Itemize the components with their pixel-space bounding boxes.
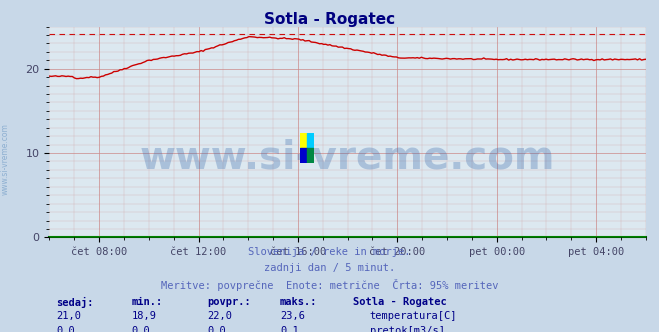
Text: 0,1: 0,1: [280, 326, 299, 332]
Text: 22,0: 22,0: [208, 311, 233, 321]
Text: www.si-vreme.com: www.si-vreme.com: [1, 124, 10, 195]
Text: 0,0: 0,0: [132, 326, 150, 332]
Text: min.:: min.:: [132, 297, 163, 307]
Bar: [300, 133, 307, 148]
Bar: [307, 148, 314, 163]
Text: pretok[m3/s]: pretok[m3/s]: [370, 326, 445, 332]
Text: 23,6: 23,6: [280, 311, 305, 321]
Text: 0,0: 0,0: [56, 326, 74, 332]
Text: 0,0: 0,0: [208, 326, 226, 332]
Text: www.si-vreme.com: www.si-vreme.com: [140, 138, 556, 176]
Text: Sotla - Rogatec: Sotla - Rogatec: [353, 297, 446, 307]
Text: 21,0: 21,0: [56, 311, 81, 321]
Bar: [300, 148, 307, 163]
Text: povpr.:: povpr.:: [208, 297, 251, 307]
Text: sedaj:: sedaj:: [56, 297, 94, 308]
Text: Sotla - Rogatec: Sotla - Rogatec: [264, 12, 395, 27]
Text: maks.:: maks.:: [280, 297, 318, 307]
Text: temperatura[C]: temperatura[C]: [370, 311, 457, 321]
Text: Meritve: povprečne  Enote: metrične  Črta: 95% meritev: Meritve: povprečne Enote: metrične Črta:…: [161, 279, 498, 291]
Text: 18,9: 18,9: [132, 311, 157, 321]
Bar: [307, 133, 314, 148]
Text: Slovenija / reke in morje.: Slovenija / reke in morje.: [248, 247, 411, 257]
Text: zadnji dan / 5 minut.: zadnji dan / 5 minut.: [264, 263, 395, 273]
